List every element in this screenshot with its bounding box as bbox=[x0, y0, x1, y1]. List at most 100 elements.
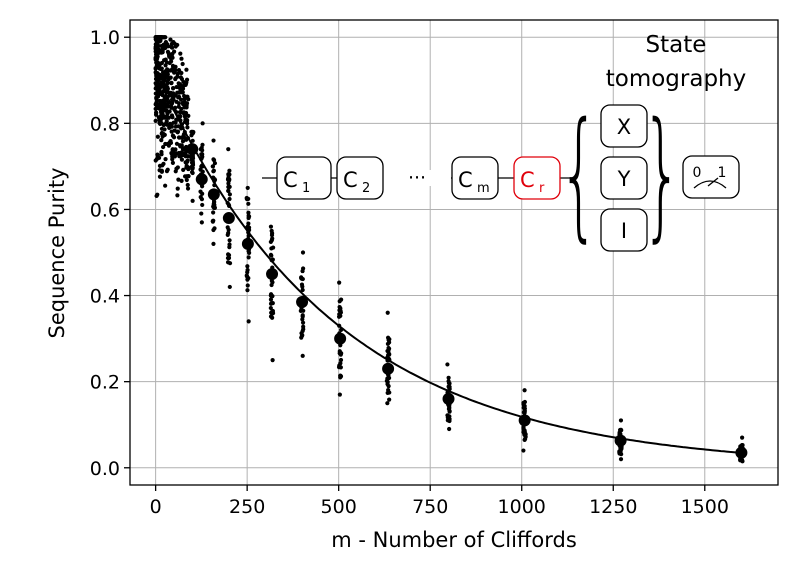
sequence-point bbox=[176, 85, 181, 90]
sequence-point bbox=[617, 450, 622, 456]
sequence-point bbox=[189, 164, 194, 169]
sequence-point bbox=[182, 174, 188, 179]
sequence-point bbox=[170, 63, 176, 68]
sequence-point bbox=[179, 56, 184, 61]
sequence-point bbox=[153, 49, 158, 54]
svg-text:0: 0 bbox=[693, 165, 702, 181]
sequence-point bbox=[170, 157, 175, 162]
plot-frame bbox=[129, 19, 779, 486]
sequence-point bbox=[167, 109, 172, 114]
sequence-point bbox=[181, 167, 186, 172]
sequence-point bbox=[170, 147, 175, 152]
sequence-point bbox=[155, 60, 161, 65]
sequence-point bbox=[165, 167, 170, 172]
sequence-point bbox=[446, 384, 452, 390]
sequence-point bbox=[171, 86, 176, 91]
sequence-point bbox=[165, 103, 170, 108]
sequence-point bbox=[270, 358, 275, 363]
sequence-point bbox=[210, 164, 215, 169]
sequence-point bbox=[200, 121, 205, 126]
y-tick-label: 0.8 bbox=[90, 113, 120, 135]
y-tick-label: 0.6 bbox=[90, 199, 120, 221]
sequence-point bbox=[179, 157, 185, 162]
sequence-point bbox=[171, 91, 176, 96]
sequence-point bbox=[211, 210, 216, 215]
sequence-point bbox=[176, 68, 182, 73]
sequence-point bbox=[212, 199, 217, 204]
sequence-point bbox=[385, 379, 390, 385]
sequence-point bbox=[164, 114, 169, 119]
sequence-point bbox=[387, 397, 392, 402]
sequence-point bbox=[165, 141, 170, 147]
sequence-point bbox=[153, 66, 158, 72]
sequence-point bbox=[199, 211, 204, 216]
sequence-point bbox=[156, 85, 162, 91]
circuit-inset: C 1 C 2 ··· C m C r State tomography { }… bbox=[262, 32, 746, 256]
mean-points bbox=[186, 143, 748, 459]
x-axis-label: m - Number of Cliffords bbox=[331, 528, 577, 552]
sequence-point bbox=[227, 284, 232, 290]
fit-curve-path bbox=[154, 71, 742, 454]
sequence-point bbox=[159, 109, 164, 114]
sequence-point bbox=[212, 226, 217, 231]
sequence-point bbox=[185, 182, 190, 188]
sequence-point bbox=[183, 81, 188, 87]
sequence-point bbox=[153, 112, 159, 117]
svg-text:m: m bbox=[477, 181, 490, 196]
sequence-point bbox=[387, 340, 392, 345]
sequence-point bbox=[163, 183, 168, 188]
sequence-point bbox=[168, 140, 174, 146]
sequence-point bbox=[160, 113, 166, 118]
sequence-point bbox=[154, 156, 160, 162]
sequence-point bbox=[270, 300, 275, 306]
sequence-point bbox=[338, 352, 343, 357]
sequence-point bbox=[159, 43, 164, 49]
svg-text:X: X bbox=[617, 115, 631, 139]
svg-text:1: 1 bbox=[302, 181, 310, 196]
sequence-point bbox=[180, 139, 186, 144]
sequence-point bbox=[268, 305, 273, 311]
sequence-point bbox=[156, 35, 161, 40]
sequence-point bbox=[269, 282, 274, 288]
sequence-point bbox=[245, 288, 250, 293]
left-brace: { bbox=[559, 92, 599, 256]
sequence-point bbox=[211, 218, 216, 223]
sequence-point bbox=[226, 227, 231, 232]
sequence-point bbox=[338, 374, 343, 379]
gate-cr-recovery: C r bbox=[513, 156, 561, 200]
sequence-point bbox=[184, 67, 189, 72]
sequence-point bbox=[212, 161, 218, 166]
sequence-point bbox=[160, 100, 165, 105]
x-tick-label: 1500 bbox=[681, 496, 729, 518]
svg-text:I: I bbox=[621, 219, 627, 243]
sequence-point bbox=[161, 161, 166, 166]
sequence-point bbox=[178, 51, 183, 56]
individual-sequence-points bbox=[153, 35, 745, 464]
mean-point bbox=[186, 143, 199, 156]
sequence-point bbox=[225, 232, 230, 237]
sequence-point bbox=[180, 84, 185, 89]
sequence-point bbox=[385, 348, 390, 354]
sequence-point bbox=[211, 205, 217, 211]
svg-text:C: C bbox=[458, 168, 473, 192]
sequence-point bbox=[179, 178, 184, 183]
sequence-point bbox=[168, 37, 173, 42]
measurement-meter-icon: 0 1 bbox=[682, 155, 740, 199]
sequence-point bbox=[170, 160, 176, 165]
sequence-point bbox=[153, 118, 158, 123]
sequence-point bbox=[189, 160, 195, 165]
sequence-point bbox=[300, 250, 306, 255]
sequence-point bbox=[298, 308, 303, 314]
sequence-point bbox=[175, 193, 180, 198]
mean-point bbox=[222, 212, 235, 225]
sequence-point bbox=[245, 264, 250, 269]
sequence-point bbox=[270, 315, 275, 320]
sequence-point bbox=[268, 297, 274, 302]
sequence-point bbox=[225, 260, 231, 265]
mean-point bbox=[296, 296, 309, 309]
mean-point bbox=[442, 392, 455, 405]
sequence-point bbox=[181, 134, 186, 139]
sequence-point bbox=[154, 193, 159, 199]
sequence-point bbox=[227, 168, 232, 173]
